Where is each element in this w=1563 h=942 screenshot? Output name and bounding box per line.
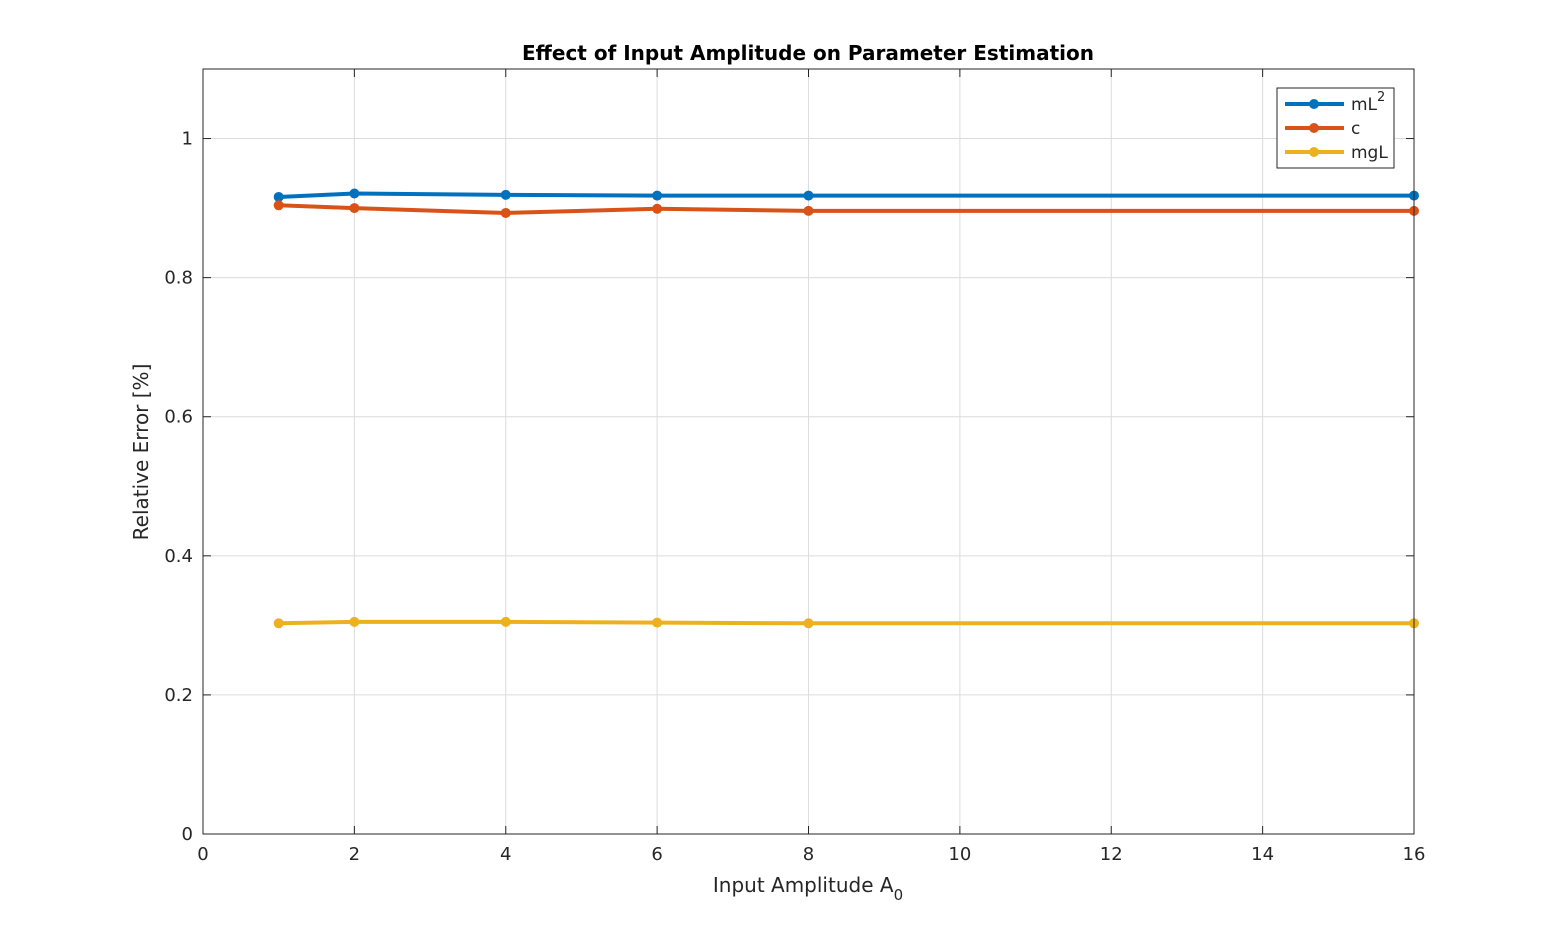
data-point-mgL [652, 617, 663, 628]
data-point-mgL [273, 618, 284, 629]
x-tick-label: 14 [1251, 844, 1274, 865]
data-point-c [500, 207, 511, 218]
series-line-c [278, 203, 1414, 215]
series-line-mL [278, 191, 1414, 199]
data-point-mL [273, 191, 284, 202]
series-line-mgL [278, 619, 1414, 626]
y-tick-label: 0 [182, 824, 193, 845]
legend-marker [1309, 123, 1319, 133]
data-point-c [652, 203, 663, 214]
y-tick-label: 0.2 [164, 685, 193, 706]
x-tick-label: 10 [948, 844, 971, 865]
legend-label: c [1351, 119, 1360, 139]
data-point-c [349, 203, 360, 214]
y-tick-label: 1 [182, 129, 193, 150]
plot-frame [202, 68, 1415, 835]
x-axis-label: Input Amplitude A0 [713, 873, 903, 904]
data-point-mgL [349, 616, 360, 627]
chart-title: Effect of Input Amplitude on Parameter E… [522, 41, 1094, 65]
legend-marker [1309, 147, 1319, 157]
legend-label: mgL [1351, 143, 1388, 163]
y-axis-label: Relative Error [%] [129, 364, 153, 541]
y-tick-label: 0.4 [164, 546, 193, 567]
data-point-c [803, 205, 814, 216]
y-tick-label: 0.8 [164, 268, 193, 289]
x-tick-label: 0 [197, 844, 208, 865]
x-tick-label: 16 [1403, 844, 1426, 865]
x-tick-label: 12 [1100, 844, 1123, 865]
series-lines [273, 188, 1419, 629]
data-point-mL [803, 190, 814, 201]
y-tick-label: 0.6 [164, 407, 193, 428]
grid [202, 69, 1415, 835]
axis-ticks: 0 2 4 6 8 10 12 14 16 0 0.2 0.4 0.6 0.8 1 [164, 69, 1425, 865]
x-tick-label: 2 [349, 844, 360, 865]
data-point-mgL [803, 618, 814, 629]
data-point-mgL [500, 616, 511, 627]
legend-marker [1309, 99, 1319, 109]
data-point-mL [500, 189, 511, 200]
legend: mL2 c mgL [1276, 87, 1395, 169]
x-tick-label: 4 [500, 844, 511, 865]
data-point-mL [349, 188, 360, 199]
data-point-c [273, 200, 284, 211]
legend-label: mL2 [1351, 90, 1385, 115]
data-point-mL [652, 190, 663, 201]
x-tick-label: 8 [803, 844, 814, 865]
x-tick-label: 6 [651, 844, 662, 865]
